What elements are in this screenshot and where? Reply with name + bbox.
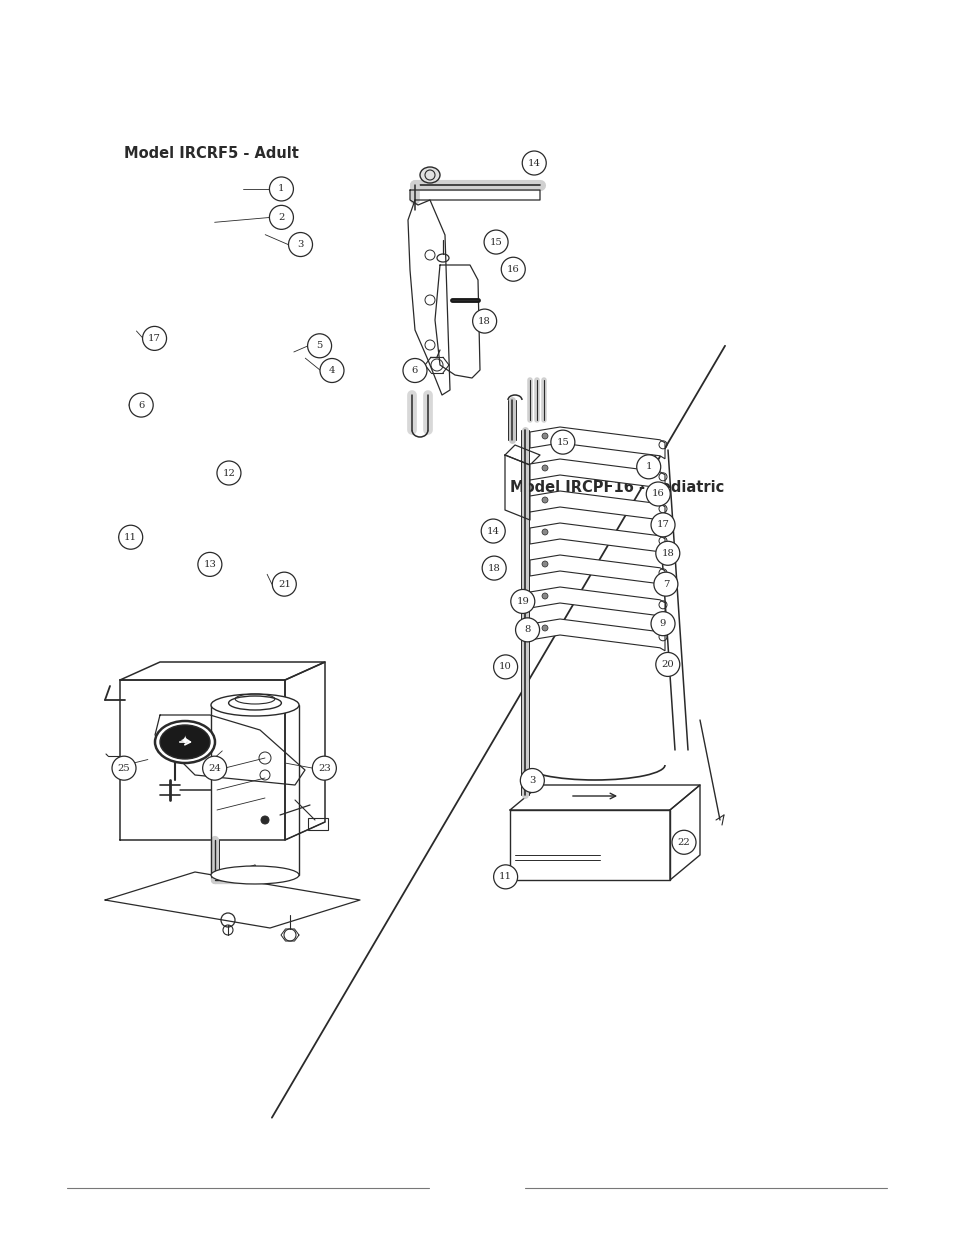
Circle shape bbox=[272, 572, 296, 597]
Text: 4: 4 bbox=[329, 366, 335, 375]
Circle shape bbox=[493, 864, 517, 889]
Text: 20: 20 bbox=[660, 659, 674, 669]
Circle shape bbox=[307, 333, 332, 358]
Circle shape bbox=[112, 756, 136, 781]
Text: 12: 12 bbox=[222, 468, 235, 478]
Text: 22: 22 bbox=[677, 837, 690, 847]
Circle shape bbox=[550, 430, 575, 454]
Circle shape bbox=[541, 529, 547, 535]
Text: 1: 1 bbox=[278, 184, 284, 194]
Circle shape bbox=[655, 541, 679, 566]
Circle shape bbox=[216, 461, 241, 485]
Circle shape bbox=[197, 552, 222, 577]
Circle shape bbox=[500, 257, 525, 282]
Circle shape bbox=[671, 830, 696, 855]
Text: 17: 17 bbox=[148, 333, 161, 343]
Circle shape bbox=[541, 593, 547, 599]
Polygon shape bbox=[530, 587, 664, 619]
Text: Model IRCPF16 - Pediatric: Model IRCPF16 - Pediatric bbox=[510, 480, 724, 495]
Ellipse shape bbox=[419, 167, 439, 183]
Polygon shape bbox=[530, 522, 664, 555]
Text: 13: 13 bbox=[203, 559, 216, 569]
Circle shape bbox=[521, 151, 546, 175]
Text: 14: 14 bbox=[486, 526, 499, 536]
Text: 21: 21 bbox=[277, 579, 291, 589]
Polygon shape bbox=[530, 619, 664, 651]
Text: 19: 19 bbox=[516, 597, 529, 606]
Polygon shape bbox=[530, 427, 664, 458]
Text: 18: 18 bbox=[487, 563, 500, 573]
Circle shape bbox=[650, 611, 675, 636]
Text: 11: 11 bbox=[124, 532, 137, 542]
Circle shape bbox=[142, 326, 167, 351]
Circle shape bbox=[541, 561, 547, 567]
Circle shape bbox=[653, 572, 678, 597]
Circle shape bbox=[480, 519, 505, 543]
Polygon shape bbox=[530, 555, 664, 587]
Circle shape bbox=[519, 768, 544, 793]
Text: 5: 5 bbox=[316, 341, 322, 351]
Circle shape bbox=[269, 177, 294, 201]
Circle shape bbox=[636, 454, 660, 479]
Text: Model IRCRF5 - Adult: Model IRCRF5 - Adult bbox=[124, 146, 298, 161]
Circle shape bbox=[319, 358, 344, 383]
Circle shape bbox=[541, 625, 547, 631]
Text: 23: 23 bbox=[317, 763, 331, 773]
Text: 6: 6 bbox=[412, 366, 417, 375]
Circle shape bbox=[510, 589, 535, 614]
Text: ✦: ✦ bbox=[179, 736, 190, 748]
Text: 24: 24 bbox=[208, 763, 221, 773]
Circle shape bbox=[202, 756, 227, 781]
Text: 7: 7 bbox=[662, 579, 668, 589]
Text: 3: 3 bbox=[529, 776, 535, 785]
Circle shape bbox=[312, 756, 336, 781]
Text: 15: 15 bbox=[489, 237, 502, 247]
Circle shape bbox=[541, 496, 547, 503]
Text: 16: 16 bbox=[651, 489, 664, 499]
Ellipse shape bbox=[211, 866, 298, 884]
Circle shape bbox=[118, 525, 143, 550]
Ellipse shape bbox=[211, 694, 298, 716]
Circle shape bbox=[493, 655, 517, 679]
Circle shape bbox=[481, 556, 506, 580]
Circle shape bbox=[269, 205, 294, 230]
Text: 6: 6 bbox=[138, 400, 144, 410]
Circle shape bbox=[650, 513, 675, 537]
Text: 11: 11 bbox=[498, 872, 512, 882]
Circle shape bbox=[483, 230, 508, 254]
Text: 16: 16 bbox=[506, 264, 519, 274]
Text: 3: 3 bbox=[297, 240, 303, 249]
Circle shape bbox=[472, 309, 497, 333]
Text: 1: 1 bbox=[645, 462, 651, 472]
Circle shape bbox=[129, 393, 153, 417]
Text: 14: 14 bbox=[527, 158, 540, 168]
Ellipse shape bbox=[160, 725, 210, 760]
Text: 18: 18 bbox=[477, 316, 491, 326]
Bar bbox=[211, 705, 298, 876]
Circle shape bbox=[645, 482, 670, 506]
Text: 15: 15 bbox=[556, 437, 569, 447]
Text: 8: 8 bbox=[524, 625, 530, 635]
Circle shape bbox=[655, 652, 679, 677]
Ellipse shape bbox=[229, 697, 281, 710]
Text: 18: 18 bbox=[660, 548, 674, 558]
Circle shape bbox=[515, 618, 539, 642]
Circle shape bbox=[288, 232, 313, 257]
Bar bbox=[308, 818, 328, 830]
Ellipse shape bbox=[154, 721, 214, 763]
Polygon shape bbox=[530, 492, 664, 522]
Circle shape bbox=[541, 433, 547, 438]
Circle shape bbox=[261, 816, 269, 824]
Text: 17: 17 bbox=[656, 520, 669, 530]
Polygon shape bbox=[530, 459, 664, 490]
Text: 9: 9 bbox=[659, 619, 665, 629]
Circle shape bbox=[402, 358, 427, 383]
Text: 25: 25 bbox=[117, 763, 131, 773]
Circle shape bbox=[541, 466, 547, 471]
Text: 2: 2 bbox=[278, 212, 284, 222]
Text: 10: 10 bbox=[498, 662, 512, 672]
